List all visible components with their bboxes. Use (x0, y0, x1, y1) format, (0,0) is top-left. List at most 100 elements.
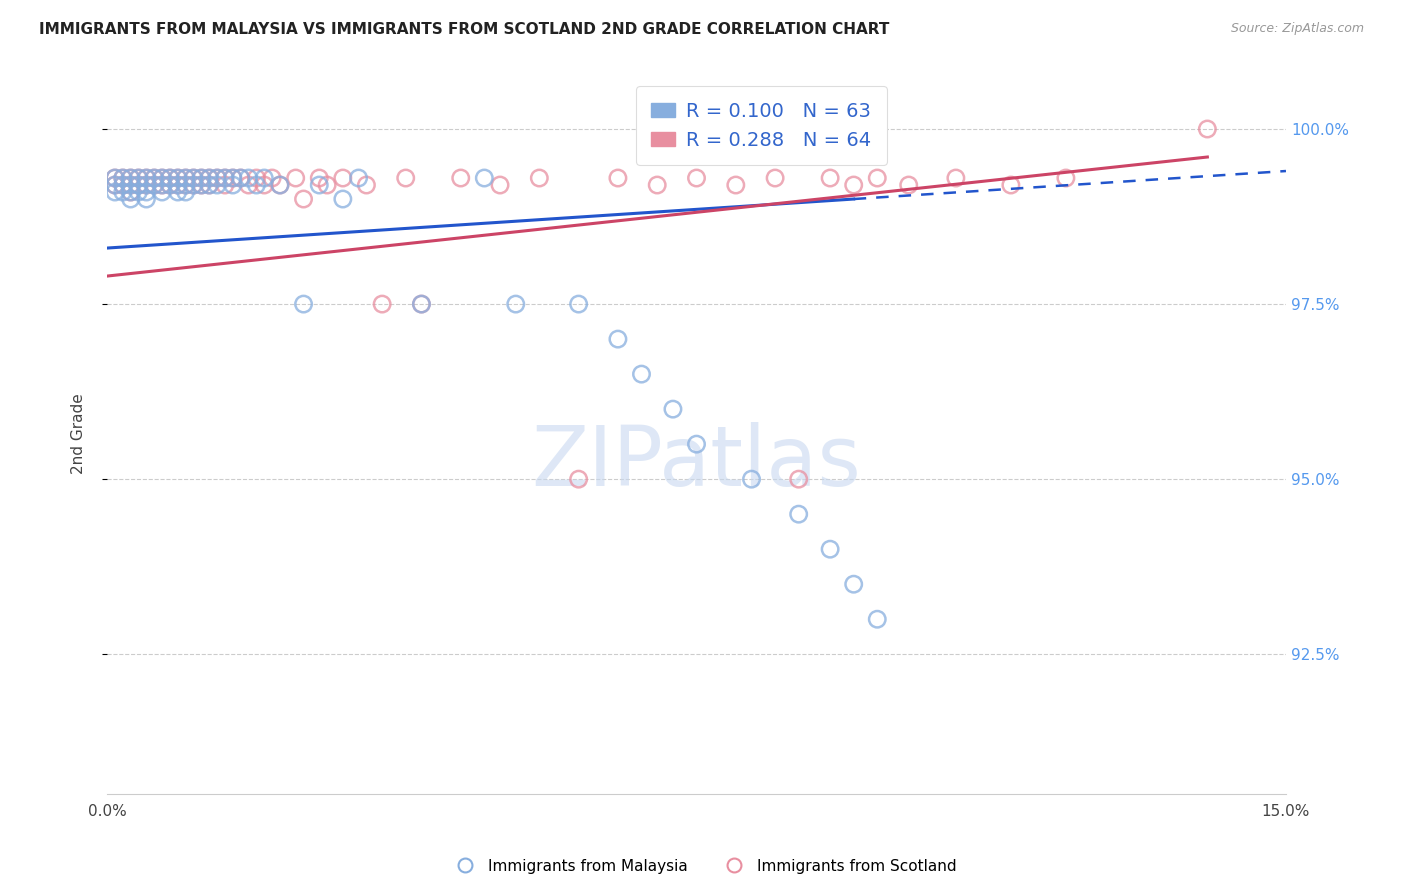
Point (316, 178, 339, 192)
Point (253, 171, 276, 186)
Point (111, 185, 134, 199)
Point (174, 185, 197, 199)
Point (897, 178, 920, 192)
Point (411, 297, 433, 311)
Point (150, 185, 173, 199)
Point (269, 178, 291, 192)
Point (183, 171, 205, 186)
Point (489, 178, 512, 192)
Point (143, 178, 166, 192)
Point (111, 178, 134, 192)
Point (741, 472, 763, 486)
Point (842, 577, 865, 591)
Point (630, 367, 652, 381)
Point (205, 171, 228, 186)
Point (222, 171, 245, 186)
Point (472, 171, 495, 186)
Text: Source: ZipAtlas.com: Source: ZipAtlas.com (1230, 22, 1364, 36)
Point (347, 171, 370, 186)
Point (104, 171, 127, 186)
Point (1054, 171, 1077, 186)
Point (111, 178, 134, 192)
Point (866, 171, 889, 186)
Point (395, 171, 418, 186)
Point (111, 171, 134, 186)
Point (135, 171, 157, 186)
Point (308, 171, 330, 186)
Y-axis label: 2nd Grade: 2nd Grade (72, 393, 86, 474)
Point (229, 171, 252, 186)
Point (135, 185, 157, 199)
Point (214, 171, 236, 186)
Text: IMMIGRANTS FROM MALAYSIA VS IMMIGRANTS FROM SCOTLAND 2ND GRADE CORRELATION CHART: IMMIGRANTS FROM MALAYSIA VS IMMIGRANTS F… (39, 22, 890, 37)
Point (143, 171, 166, 186)
Point (568, 472, 591, 486)
Point (787, 507, 810, 521)
Point (159, 171, 181, 186)
Point (332, 192, 354, 206)
Point (229, 171, 252, 186)
Point (174, 178, 197, 192)
Point (128, 171, 150, 186)
Legend: Immigrants from Malaysia, Immigrants from Scotland: Immigrants from Malaysia, Immigrants fro… (444, 853, 962, 880)
Point (150, 171, 173, 186)
Point (606, 171, 628, 186)
Point (818, 542, 841, 557)
Point (135, 171, 157, 186)
Point (214, 178, 236, 192)
Point (150, 171, 173, 186)
Point (120, 171, 142, 186)
Point (159, 178, 181, 192)
Point (120, 171, 142, 186)
Point (685, 171, 707, 186)
Point (159, 178, 181, 192)
Point (174, 171, 197, 186)
Point (205, 178, 228, 192)
Point (128, 185, 150, 199)
Point (222, 178, 245, 192)
Point (190, 171, 212, 186)
Point (159, 171, 181, 186)
Point (205, 171, 228, 186)
Point (945, 171, 967, 186)
Point (662, 402, 685, 417)
Point (308, 178, 330, 192)
Point (166, 171, 188, 186)
Point (104, 171, 127, 186)
Point (284, 171, 307, 186)
Point (262, 171, 284, 186)
Point (120, 185, 142, 199)
Point (183, 178, 205, 192)
Point (183, 171, 205, 186)
Point (128, 171, 150, 186)
Point (1197, 122, 1219, 136)
Point (356, 178, 378, 192)
Point (332, 171, 354, 186)
Point (120, 192, 142, 206)
Point (253, 178, 276, 192)
Point (174, 178, 197, 192)
Point (269, 178, 291, 192)
Point (645, 178, 668, 192)
Point (120, 185, 142, 199)
Point (245, 171, 267, 186)
Point (198, 178, 221, 192)
Point (763, 171, 786, 186)
Point (143, 178, 166, 192)
Point (787, 472, 810, 486)
Point (411, 297, 433, 311)
Point (150, 178, 173, 192)
Point (1000, 178, 1022, 192)
Point (292, 192, 315, 206)
Point (685, 437, 707, 451)
Text: ZIPatlas: ZIPatlas (531, 422, 862, 503)
Point (150, 178, 173, 192)
Point (606, 332, 628, 346)
Point (135, 178, 157, 192)
Point (222, 171, 245, 186)
Point (214, 171, 236, 186)
Point (818, 171, 841, 186)
Point (166, 171, 188, 186)
Point (120, 178, 142, 192)
Point (128, 178, 150, 192)
